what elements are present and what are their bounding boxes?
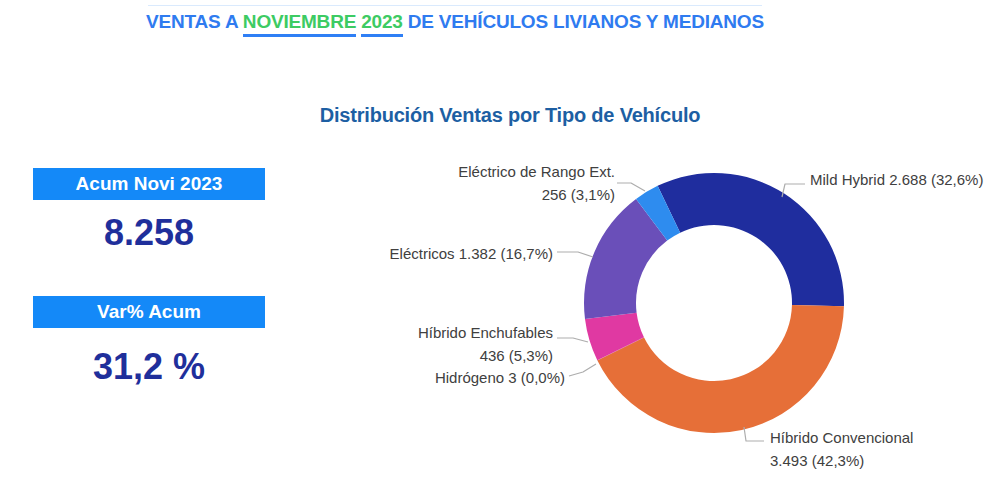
slice-label-2: Hidrógeno 3 (0,0%) — [435, 366, 565, 389]
donut-slice-0[interactable] — [658, 173, 844, 306]
slice-label-4: Eléctricos 1.382 (16,7%) — [390, 242, 553, 265]
leader-line-2 — [569, 364, 596, 376]
slice-label-0: Mild Hybrid 2.688 (32,6%) — [810, 168, 983, 191]
leader-line-1 — [744, 427, 764, 441]
leader-line-3 — [557, 338, 588, 342]
leader-line-4 — [557, 252, 593, 257]
slice-label-5: Eléctrico de Rango Ext.256 (3,1%) — [458, 160, 615, 206]
slice-label-3: Híbrido Enchufables436 (5,3%) — [418, 321, 553, 367]
leader-line-5 — [617, 183, 645, 191]
slice-label-1: Híbrido Convencional3.493 (42,3%) — [770, 426, 913, 472]
